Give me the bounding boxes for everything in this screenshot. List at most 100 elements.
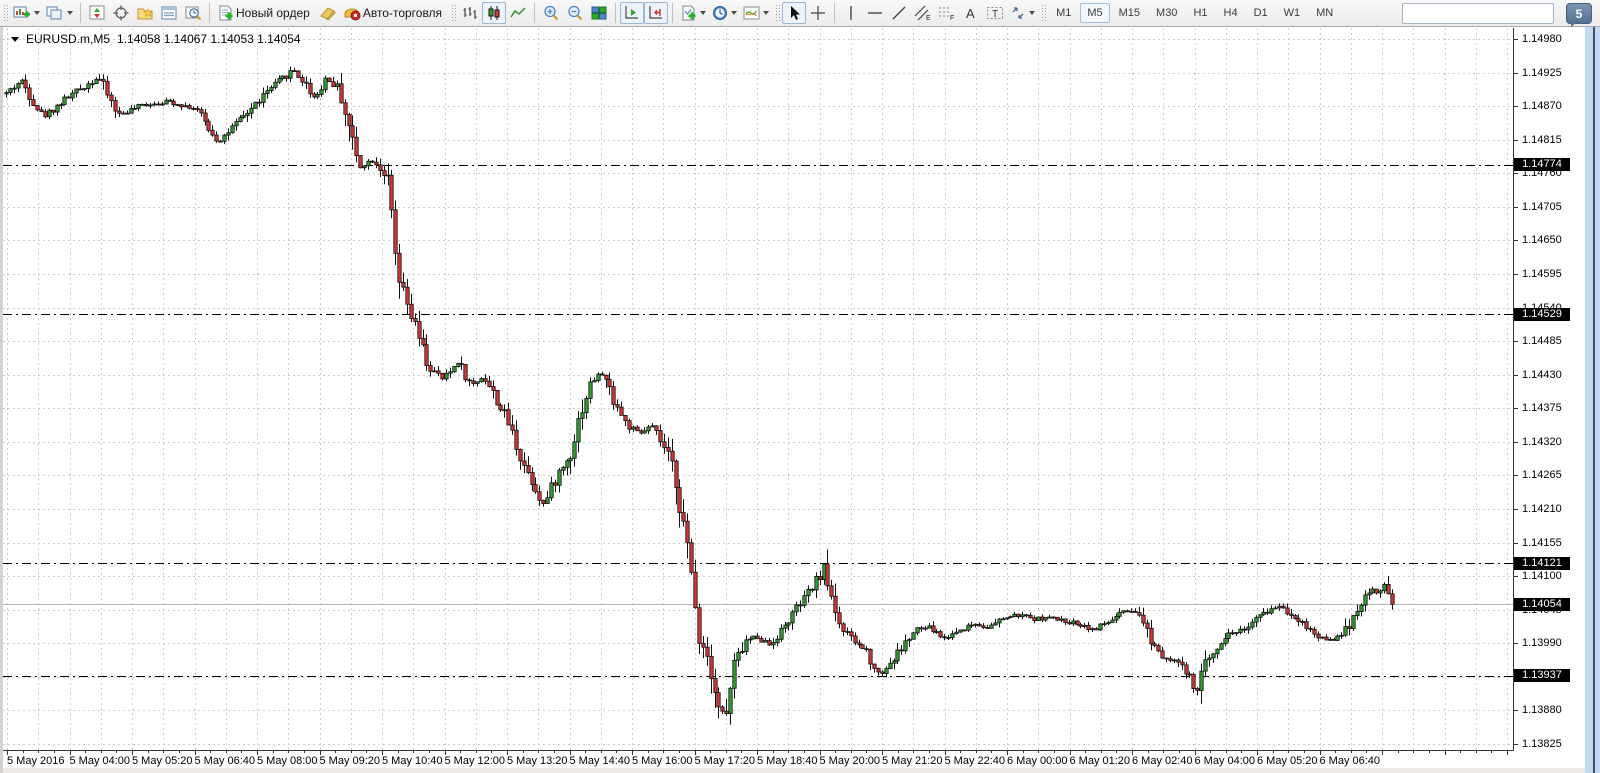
terminal-button[interactable]: [157, 2, 181, 24]
timeframe-button-h1[interactable]: H1: [1193, 7, 1208, 19]
bar-chart-button[interactable]: [458, 2, 482, 24]
indicators-caret-icon: [700, 11, 707, 15]
price-tick-label: 1.14430: [1522, 368, 1562, 381]
price-tick-label: 1.14265: [1522, 469, 1562, 482]
vertical-line-button[interactable]: [839, 2, 863, 24]
chart-menu-arrow-icon[interactable]: [11, 36, 19, 42]
chart-shift-button[interactable]: [644, 2, 669, 24]
time-tick-label: 6 May 00:00: [1007, 755, 1068, 767]
timeframe-button-w1[interactable]: W1: [1283, 7, 1301, 19]
line-chart-button[interactable]: [506, 2, 530, 24]
toolbar-grip[interactable]: [450, 3, 457, 23]
horizontal-line-button[interactable]: [863, 2, 887, 24]
line-chart-icon: [510, 7, 526, 18]
price-tick-label: 1.13990: [1522, 637, 1562, 650]
metaeditor-icon: [320, 7, 336, 21]
timeframe-button-m15[interactable]: M15: [1118, 7, 1141, 19]
time-tick-label: 5 May 12:00: [444, 755, 506, 767]
horizontal-line-icon: [868, 12, 883, 14]
crosshair-icon: [811, 6, 826, 20]
time-tick-label: 5 May 2016: [7, 755, 65, 767]
text-label-button[interactable]: T: [983, 2, 1007, 24]
tile-windows-button[interactable]: [587, 2, 611, 24]
navigator-button[interactable]: [133, 2, 157, 24]
svg-text:A: A: [966, 6, 975, 21]
time-tick-label: 5 May 04:00: [69, 755, 131, 767]
time-tick-label: 6 May 01:20: [1069, 755, 1131, 767]
level-price-marker: 1.14774: [1514, 158, 1570, 172]
timeframe-button-m1[interactable]: M1: [1056, 7, 1072, 19]
right-scrollbar[interactable]: [1585, 27, 1600, 773]
cursor-icon: [791, 6, 801, 20]
indicators-icon: [682, 5, 696, 21]
periods-icon: [713, 6, 728, 20]
chart-ohlc-values: 1.14058 1.14067 1.14053 1.14054: [117, 32, 301, 46]
crosshair-button[interactable]: [806, 2, 830, 24]
toolbar-grip[interactable]: [774, 3, 781, 23]
zoom-in-button[interactable]: [539, 2, 563, 24]
level-price-marker: 1.14529: [1514, 307, 1570, 321]
time-tick-label: 5 May 20:00: [819, 755, 881, 767]
auto-scroll-button[interactable]: [620, 2, 645, 24]
toolbar-grip[interactable]: [2, 3, 8, 23]
time-tick-label: 6 May 06:40: [1319, 755, 1381, 767]
trendline-button[interactable]: [887, 2, 911, 24]
cursor-button[interactable]: [782, 2, 807, 24]
arrows-button[interactable]: [1007, 2, 1038, 24]
data-window-button[interactable]: [109, 2, 133, 24]
candlestick-chart-button[interactable]: [482, 2, 507, 24]
level-price-marker: 1.14121: [1514, 556, 1570, 570]
strategy-tester-button[interactable]: [181, 2, 205, 24]
market-watch-button[interactable]: [85, 2, 109, 24]
equidistant-channel-icon: E: [914, 5, 931, 21]
vertical-line-icon: [850, 6, 852, 20]
periods-caret-icon: [731, 11, 738, 15]
arrows-icon: [1012, 7, 1024, 19]
price-tick-label: 1.13880: [1522, 704, 1562, 717]
price-tick-label: 1.14155: [1522, 536, 1562, 549]
equidistant-channel-button[interactable]: E: [911, 2, 935, 24]
profiles-caret-icon: [67, 11, 73, 15]
profiles-button[interactable]: [43, 2, 76, 24]
metaeditor-button[interactable]: [316, 2, 340, 24]
price-tick-label: 1.14320: [1522, 435, 1562, 448]
time-tick-label: 6 May 05:20: [1257, 755, 1318, 767]
timeframe-button-m5[interactable]: M5: [1080, 3, 1110, 23]
price-tick-label: 1.14815: [1522, 133, 1562, 146]
profiles-icon: [46, 6, 62, 20]
timeframe-button-h4[interactable]: H4: [1223, 7, 1238, 19]
fibonacci-button[interactable]: F: [935, 2, 959, 24]
new-chart-caret-icon: [34, 11, 40, 15]
indicators-button[interactable]: [677, 2, 709, 24]
toolbar-grip[interactable]: [1040, 3, 1047, 23]
time-tick-label: 5 May 16:00: [632, 755, 693, 767]
search-input[interactable]: [1403, 5, 1566, 22]
templates-caret-icon: [763, 11, 770, 15]
chart-header: EURUSD.m,M5 1.14058 1.14067 1.14053 1.14…: [11, 32, 301, 46]
periods-button[interactable]: [709, 2, 740, 24]
chart-area[interactable]: EURUSD.m,M5 1.14058 1.14067 1.14053 1.14…: [0, 27, 1600, 773]
price-tick-label: 1.14375: [1522, 402, 1562, 415]
level-price-marker: 1.13937: [1514, 669, 1570, 683]
new-order-label: Новый ордер: [236, 6, 310, 20]
search-box: [1402, 3, 1566, 24]
right-scrollbar-thumb: [1593, 27, 1595, 773]
candlestick-chart: [3, 28, 1518, 755]
text-button[interactable]: A: [959, 2, 983, 24]
timeframe-button-d1[interactable]: D1: [1253, 7, 1268, 19]
timeframe-button-mn[interactable]: MN: [1316, 7, 1334, 19]
new-chart-button[interactable]: [10, 2, 43, 24]
price-tick-label: 1.14210: [1522, 503, 1562, 515]
window-bottom-edge: [3, 768, 1585, 773]
timeframe-button-m30[interactable]: M30: [1156, 7, 1178, 19]
zoom-out-icon: [567, 5, 582, 21]
new-order-button[interactable]: Новый ордер: [214, 2, 316, 24]
time-tick-label: 6 May 02:40: [1132, 755, 1193, 767]
navigator-icon: [137, 8, 152, 20]
zoom-out-button[interactable]: [563, 2, 587, 24]
templates-button[interactable]: [740, 2, 772, 24]
time-tick-label: 5 May 17:20: [694, 755, 756, 767]
chat-button[interactable]: 5: [1566, 3, 1592, 27]
auto-trading-button[interactable]: Авто-торговля: [340, 2, 448, 24]
toolbar-separator: [672, 3, 674, 23]
